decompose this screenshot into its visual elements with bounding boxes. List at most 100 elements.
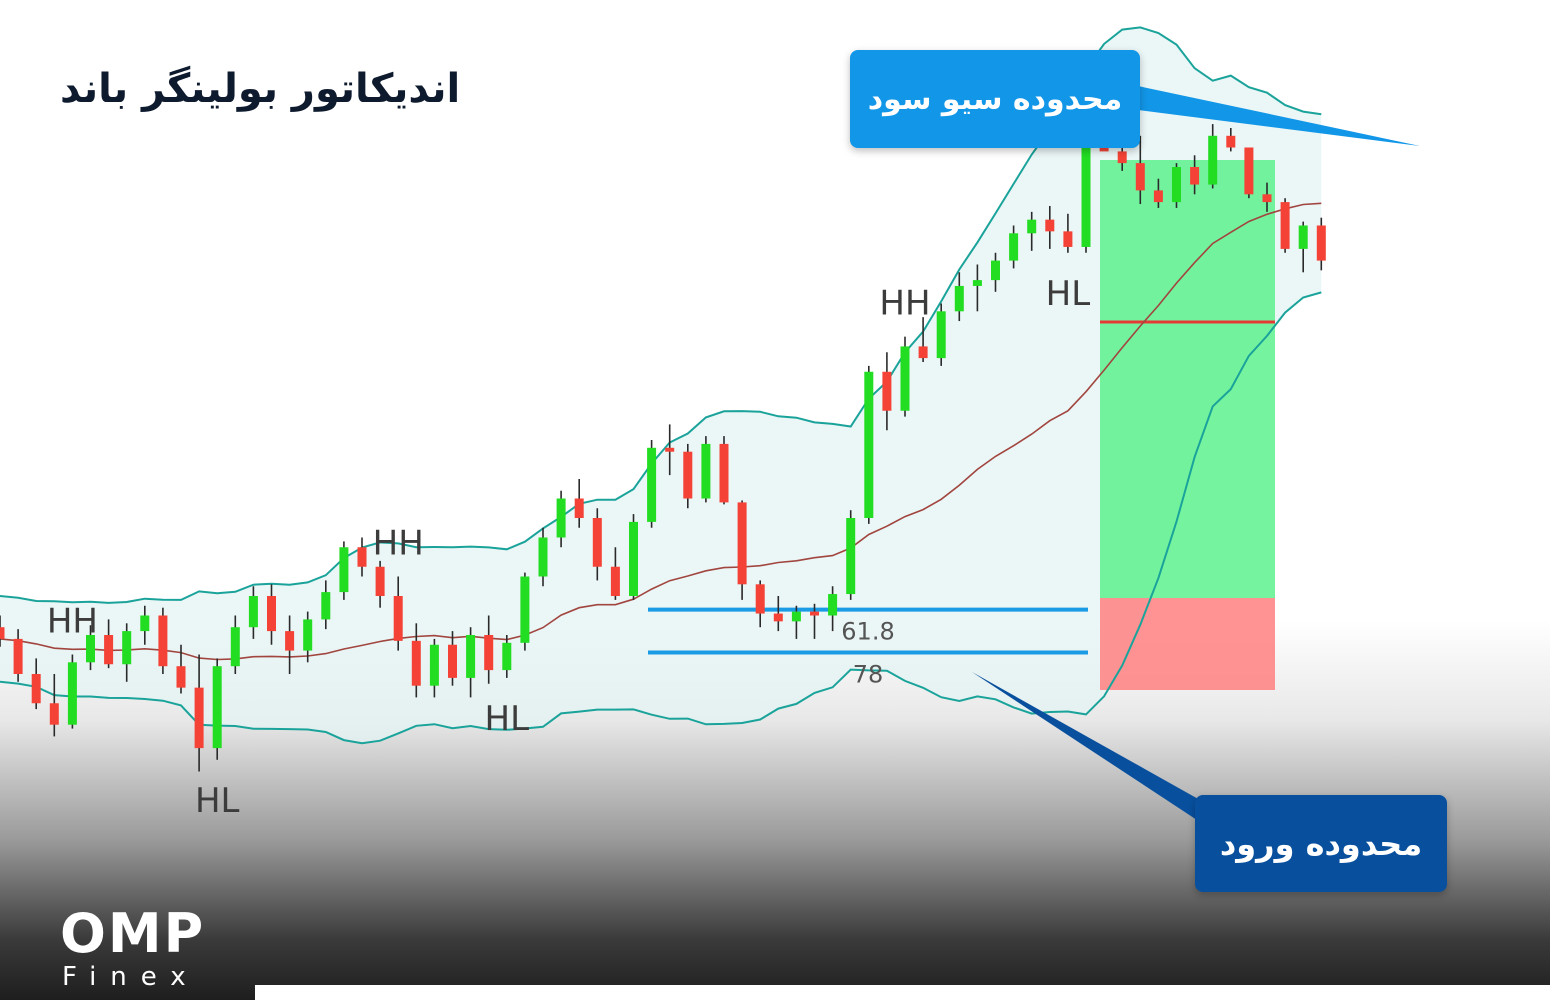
candle <box>248 586 258 639</box>
candle <box>49 674 59 737</box>
candle <box>0 615 5 647</box>
candle-body <box>900 346 910 411</box>
candle <box>610 547 620 600</box>
candle-body <box>629 521 638 596</box>
candle-body <box>1280 202 1290 249</box>
candle <box>954 272 964 322</box>
swing-label-hh: HH <box>373 524 424 564</box>
candle <box>900 336 910 417</box>
upper-band-line <box>0 26 1322 604</box>
candle-body <box>846 518 856 595</box>
candle <box>1172 163 1181 208</box>
candle <box>574 479 584 528</box>
candle <box>1316 217 1326 271</box>
page-title: اندیکاتور بولینگر باند <box>60 66 461 112</box>
candle-body <box>248 596 258 628</box>
candle <box>1045 206 1055 249</box>
candle <box>538 527 548 587</box>
candle-body <box>140 615 150 632</box>
candle <box>375 560 385 608</box>
candle-body <box>1244 147 1254 195</box>
logo-main-text: OMP <box>60 902 206 965</box>
candle <box>1298 221 1308 273</box>
candle <box>1135 135 1145 205</box>
candle-body <box>0 627 5 639</box>
candle <box>267 584 276 645</box>
candle <box>1244 147 1254 199</box>
candle <box>321 580 331 630</box>
candle <box>592 508 602 581</box>
candle <box>140 605 150 645</box>
candle-body <box>158 615 168 667</box>
candle <box>13 629 23 682</box>
candle-body <box>1208 135 1218 185</box>
candle-body <box>1226 135 1236 148</box>
candle <box>31 658 41 710</box>
candle <box>86 625 95 671</box>
candle <box>972 264 982 312</box>
candle-body <box>737 502 747 585</box>
candle <box>719 436 729 505</box>
candle-body <box>864 371 874 518</box>
candle <box>67 654 77 729</box>
candle-body <box>719 443 729 503</box>
candle-body <box>755 584 765 614</box>
candle <box>629 514 638 600</box>
candle <box>176 644 186 694</box>
candle <box>737 500 747 600</box>
swing-label-hl: HL <box>485 699 530 739</box>
candle-body <box>86 635 95 663</box>
candle <box>755 580 765 628</box>
candle <box>122 623 132 682</box>
candle <box>285 615 295 674</box>
candle <box>357 537 367 577</box>
candle-body <box>448 644 457 678</box>
candle-body <box>592 518 602 567</box>
fib-label-78: 78 <box>853 661 884 689</box>
candle <box>466 627 476 698</box>
candle-body <box>484 635 494 671</box>
candle-body <box>13 638 23 674</box>
candle-body <box>122 631 132 665</box>
candle-body <box>1298 225 1308 249</box>
candle-body <box>339 547 349 593</box>
candle <box>1063 213 1073 253</box>
candle <box>1153 178 1163 208</box>
candle <box>484 615 494 684</box>
candle-body <box>67 662 77 725</box>
candle <box>828 586 838 632</box>
candle-body <box>1190 167 1200 185</box>
candle-body <box>1027 219 1037 234</box>
candle-body <box>1063 231 1073 247</box>
candle-body <box>212 666 222 749</box>
candle-body <box>49 703 59 725</box>
candle-body <box>918 346 928 359</box>
candle-body <box>791 611 801 622</box>
candle <box>429 638 439 698</box>
candle-body <box>520 576 530 643</box>
candle-body <box>882 371 892 411</box>
candle-body <box>954 285 964 312</box>
logo-sub-text: Finex <box>62 962 200 992</box>
candle <box>1190 155 1200 195</box>
candle-body <box>267 596 276 632</box>
take-profit-connector <box>1138 86 1420 146</box>
candle <box>158 607 168 674</box>
candle-body <box>991 260 1000 281</box>
candle-body <box>701 443 711 499</box>
candle-body <box>176 666 186 688</box>
candle <box>1027 211 1037 251</box>
candle <box>918 317 928 362</box>
entry-callout: محدوده ورود <box>1195 795 1447 892</box>
candle <box>864 365 874 524</box>
candle <box>448 631 457 686</box>
candle-body <box>1153 190 1163 203</box>
fib-label-618: 61.8 <box>841 618 894 646</box>
candle-body <box>375 566 385 596</box>
candle-body <box>411 640 421 686</box>
candle-body <box>1045 219 1055 232</box>
candle <box>393 576 403 651</box>
middle-band-line <box>0 202 1322 661</box>
candle <box>1009 225 1019 269</box>
